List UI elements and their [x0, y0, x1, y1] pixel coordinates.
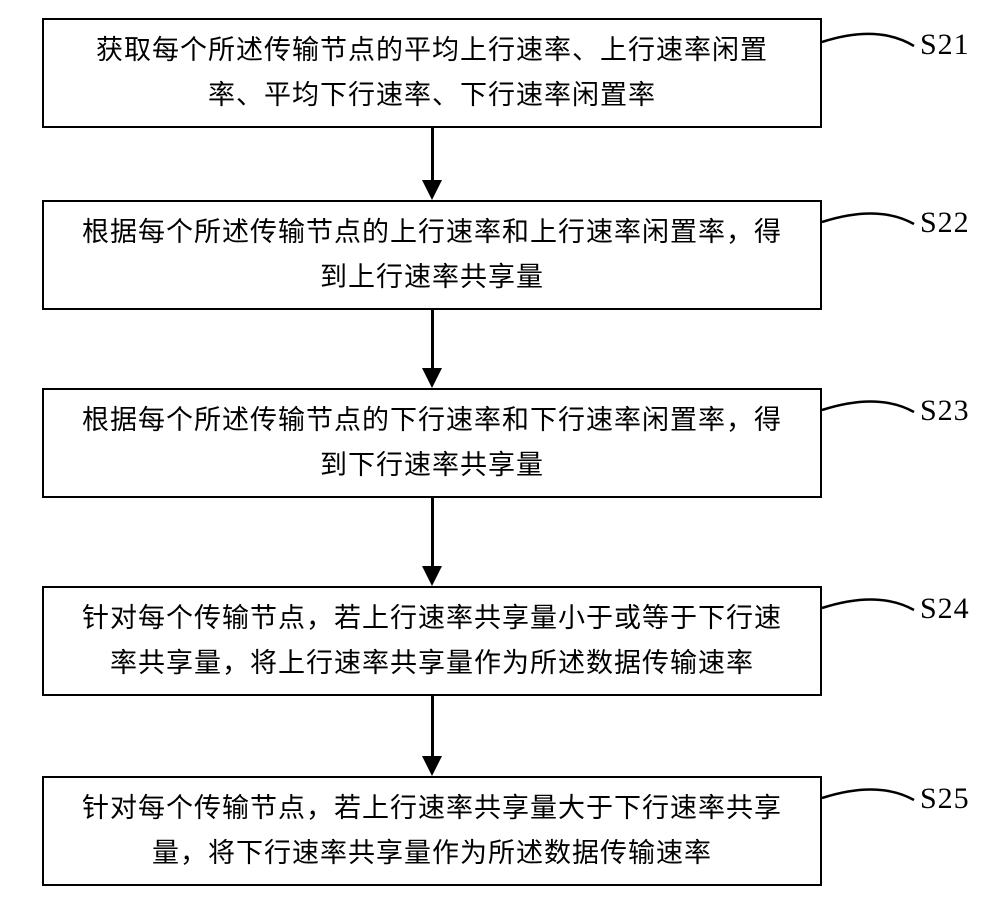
arrow-head-icon	[422, 368, 442, 388]
step-box-s22: 根据每个所述传输节点的上行速率和上行速率闲置率，得到上行速率共享量	[42, 200, 822, 310]
step-label-s25: S25	[920, 782, 970, 816]
arrow-line	[431, 696, 434, 756]
arrow-head-icon	[422, 756, 442, 776]
arrow-head-icon	[422, 566, 442, 586]
step-text: 获取每个所述传输节点的平均上行速率、上行速率闲置率、平均下行速率、下行速率闲置率	[74, 28, 790, 117]
step-label-s22: S22	[920, 206, 970, 240]
step-box-s24: 针对每个传输节点，若上行速率共享量小于或等于下行速率共享量，将上行速率共享量作为…	[42, 586, 822, 696]
step-box-s25: 针对每个传输节点，若上行速率共享量大于下行速率共享量，将下行速率共享量作为所述数…	[42, 776, 822, 886]
step-box-s21: 获取每个所述传输节点的平均上行速率、上行速率闲置率、平均下行速率、下行速率闲置率	[42, 18, 822, 128]
step-text: 针对每个传输节点，若上行速率共享量大于下行速率共享量，将下行速率共享量作为所述数…	[74, 786, 790, 875]
step-text: 根据每个所述传输节点的上行速率和上行速率闲置率，得到上行速率共享量	[74, 210, 790, 299]
step-text: 针对每个传输节点，若上行速率共享量小于或等于下行速率共享量，将上行速率共享量作为…	[74, 596, 790, 685]
step-label-s24: S24	[920, 592, 970, 626]
flowchart-canvas: 获取每个所述传输节点的平均上行速率、上行速率闲置率、平均下行速率、下行速率闲置率…	[0, 0, 1000, 902]
arrow-head-icon	[422, 180, 442, 200]
arrow-line	[431, 310, 434, 368]
arrow-line	[431, 128, 434, 180]
arrow-line	[431, 498, 434, 566]
step-label-s23: S23	[920, 394, 970, 428]
step-text: 根据每个所述传输节点的下行速率和下行速率闲置率，得到下行速率共享量	[74, 398, 790, 487]
step-label-s21: S21	[920, 28, 970, 62]
step-box-s23: 根据每个所述传输节点的下行速率和下行速率闲置率，得到下行速率共享量	[42, 388, 822, 498]
